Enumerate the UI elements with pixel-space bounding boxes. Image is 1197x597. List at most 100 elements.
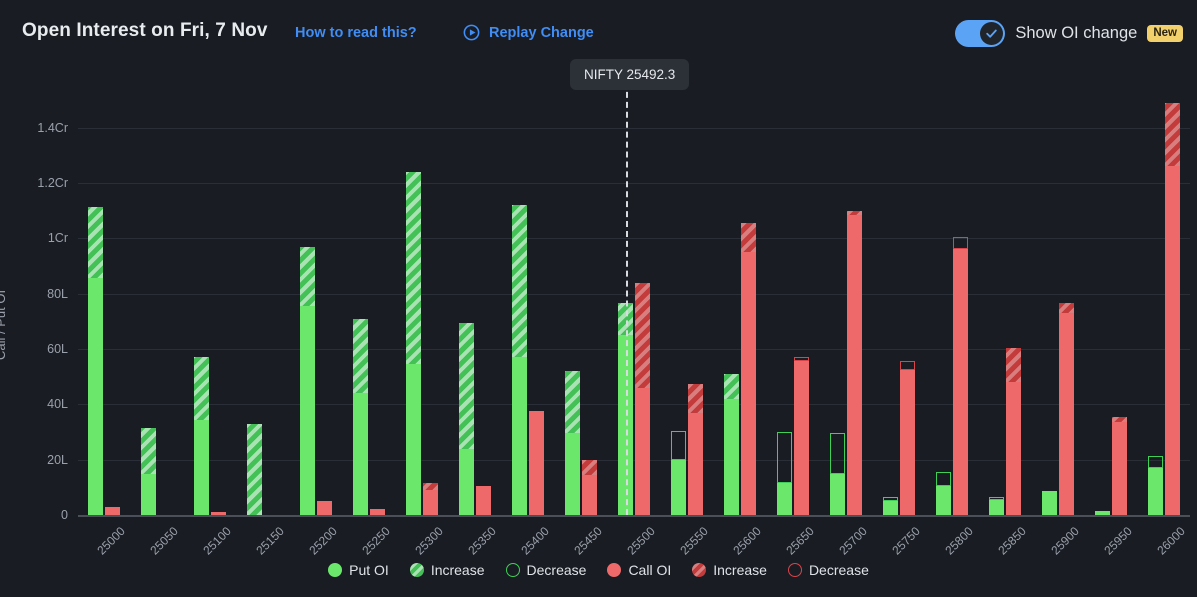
y-axis-tick-label: 20L xyxy=(47,452,68,467)
call-oi-increase-segment xyxy=(634,282,650,388)
call-oi-bar[interactable] xyxy=(952,236,968,515)
call-oi-bar[interactable] xyxy=(634,282,650,515)
legend-item[interactable]: Increase xyxy=(409,562,485,578)
y-axis-tick-label: 60L xyxy=(47,342,68,356)
strike-bar-group[interactable] xyxy=(978,347,1031,515)
replay-change-button[interactable]: Replay Change xyxy=(462,23,594,42)
show-oi-change-control[interactable]: Show OI change New xyxy=(955,20,1183,47)
strike-bar-group[interactable] xyxy=(872,361,925,515)
call-oi-bar[interactable] xyxy=(529,411,545,515)
oi-chart: Call / Put OI 0 20L 40L 60L 80L 1Cr 1.2Cr 1.4Cr… xyxy=(0,82,1197,557)
call-oi-bar[interactable] xyxy=(687,383,703,515)
call-oi-bar[interactable] xyxy=(1058,303,1074,515)
strike-bar-group[interactable] xyxy=(184,357,237,515)
put-oi-bar[interactable] xyxy=(617,303,633,515)
put-oi-bar[interactable] xyxy=(353,318,369,515)
put-oi-bar[interactable] xyxy=(406,171,422,515)
put-oi-bar[interactable] xyxy=(935,472,951,515)
strike-bar-group[interactable] xyxy=(343,318,396,515)
put-oi-bar[interactable] xyxy=(300,246,316,515)
put-oi-increase-segment xyxy=(459,322,475,449)
put-oi-bar[interactable] xyxy=(512,205,528,515)
put-oi-bar[interactable] xyxy=(988,497,1004,515)
show-oi-change-toggle[interactable] xyxy=(955,20,1006,47)
y-axis-tick-label: 40L xyxy=(47,397,68,412)
put-oi-increase-segment xyxy=(512,205,528,358)
strike-bar-group[interactable] xyxy=(925,236,978,515)
put-oi-base-segment xyxy=(459,448,475,515)
strike-bar-group[interactable] xyxy=(1031,303,1084,515)
call-oi-base-segment xyxy=(582,474,598,515)
call-oi-bar[interactable] xyxy=(740,223,756,515)
put-oi-increase-segment xyxy=(88,206,104,279)
call-oi-bar[interactable] xyxy=(317,501,333,515)
call-oi-base-segment xyxy=(899,369,915,515)
gridline xyxy=(78,404,1190,406)
strike-bar-group[interactable] xyxy=(713,223,766,515)
put-oi-bar[interactable] xyxy=(88,206,104,515)
legend-item[interactable]: Put OI xyxy=(328,562,389,578)
put-oi-bar[interactable] xyxy=(194,357,210,515)
strike-bar-group[interactable] xyxy=(290,246,343,515)
call-oi-bar[interactable] xyxy=(370,509,386,515)
call-oi-increase-segment xyxy=(423,483,439,491)
call-oi-bar[interactable] xyxy=(423,483,439,515)
legend-item[interactable]: Decrease xyxy=(787,562,869,578)
call-oi-base-segment xyxy=(423,490,439,515)
strike-bar-group[interactable] xyxy=(819,210,872,515)
legend-item[interactable]: Increase xyxy=(692,562,767,578)
put-oi-increase-segment xyxy=(565,371,581,434)
header-bar: Open Interest on Fri, 7 Nov How to read … xyxy=(0,0,1197,58)
how-to-read-link[interactable]: How to read this? xyxy=(295,25,417,41)
strike-bar-group[interactable] xyxy=(1137,102,1190,515)
call-oi-increase-segment xyxy=(740,223,756,253)
call-oi-bar[interactable] xyxy=(476,485,492,515)
strike-bar-group[interactable] xyxy=(449,322,502,515)
strike-bar-group[interactable] xyxy=(1084,416,1137,515)
put-oi-swatch xyxy=(328,563,343,577)
strike-bar-group[interactable] xyxy=(237,423,290,515)
call-oi-base-segment xyxy=(476,485,492,515)
put-oi-bar[interactable] xyxy=(882,497,898,515)
gridline xyxy=(78,127,1190,129)
legend-item[interactable]: Call OI xyxy=(607,562,671,578)
put-oi-bar[interactable] xyxy=(829,433,845,515)
call-oi-bar[interactable] xyxy=(1111,416,1127,515)
call-oi-bar[interactable] xyxy=(1164,102,1180,515)
strike-bar-group[interactable] xyxy=(396,171,449,515)
strike-bar-group[interactable] xyxy=(608,282,661,515)
strike-bar-group[interactable] xyxy=(766,357,819,515)
call-oi-bar[interactable] xyxy=(899,361,915,515)
put-oi-bar[interactable] xyxy=(670,430,686,515)
put-oi-bar[interactable] xyxy=(776,432,792,515)
put-oi-bar[interactable] xyxy=(1094,510,1110,515)
strike-bar-group[interactable] xyxy=(555,371,608,515)
strike-bar-group[interactable] xyxy=(660,383,713,515)
put-oi-bar[interactable] xyxy=(247,423,263,515)
put-oi-base-segment xyxy=(776,483,792,515)
call-oi-increase-segment xyxy=(687,383,703,413)
call-oi-bar[interactable] xyxy=(1005,347,1021,515)
call-oi-bar[interactable] xyxy=(846,210,862,515)
put-oi-base-segment xyxy=(141,473,157,515)
legend-label: Increase xyxy=(430,562,485,578)
put-oi-base-segment xyxy=(1041,491,1057,515)
call-oi-bar[interactable] xyxy=(211,512,227,515)
put-oi-decrease-segment xyxy=(882,497,898,502)
y-axis-tick-label: 80L xyxy=(47,286,68,301)
strike-bar-group[interactable] xyxy=(131,427,184,515)
put-oi-bar[interactable] xyxy=(1147,455,1163,515)
put-oi-bar[interactable] xyxy=(141,427,157,515)
call-oi-bar[interactable] xyxy=(793,357,809,515)
call-oi-increase-segment xyxy=(846,210,862,215)
legend-item[interactable]: Decrease xyxy=(505,562,586,578)
put-oi-bar[interactable] xyxy=(459,322,475,515)
put-oi-bar[interactable] xyxy=(723,373,739,515)
call-oi-bar[interactable] xyxy=(582,459,598,515)
strike-bar-group[interactable] xyxy=(78,206,131,515)
call-oi-bar[interactable] xyxy=(105,506,121,515)
put-oi-bar[interactable] xyxy=(565,371,581,515)
strike-bar-group[interactable] xyxy=(502,205,555,515)
put-oi-base-segment xyxy=(829,473,845,515)
put-oi-bar[interactable] xyxy=(1041,491,1057,515)
